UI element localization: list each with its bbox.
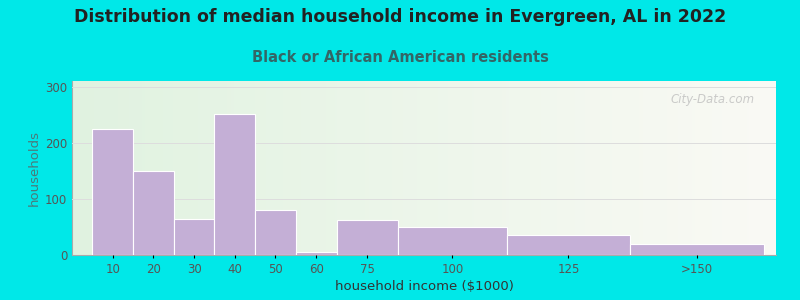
Bar	[507, 236, 630, 255]
Bar	[214, 114, 255, 255]
X-axis label: household income ($1000): household income ($1000)	[334, 280, 514, 293]
Bar	[630, 244, 764, 255]
Text: Black or African American residents: Black or African American residents	[251, 50, 549, 64]
Bar	[92, 129, 133, 255]
Bar	[255, 210, 296, 255]
Y-axis label: households: households	[28, 130, 41, 206]
Bar	[296, 252, 337, 255]
Text: City-Data.com: City-Data.com	[670, 93, 755, 106]
Text: Distribution of median household income in Evergreen, AL in 2022: Distribution of median household income …	[74, 8, 726, 26]
Bar	[398, 227, 507, 255]
Bar	[337, 220, 398, 255]
Bar	[174, 218, 214, 255]
Bar	[133, 171, 174, 255]
